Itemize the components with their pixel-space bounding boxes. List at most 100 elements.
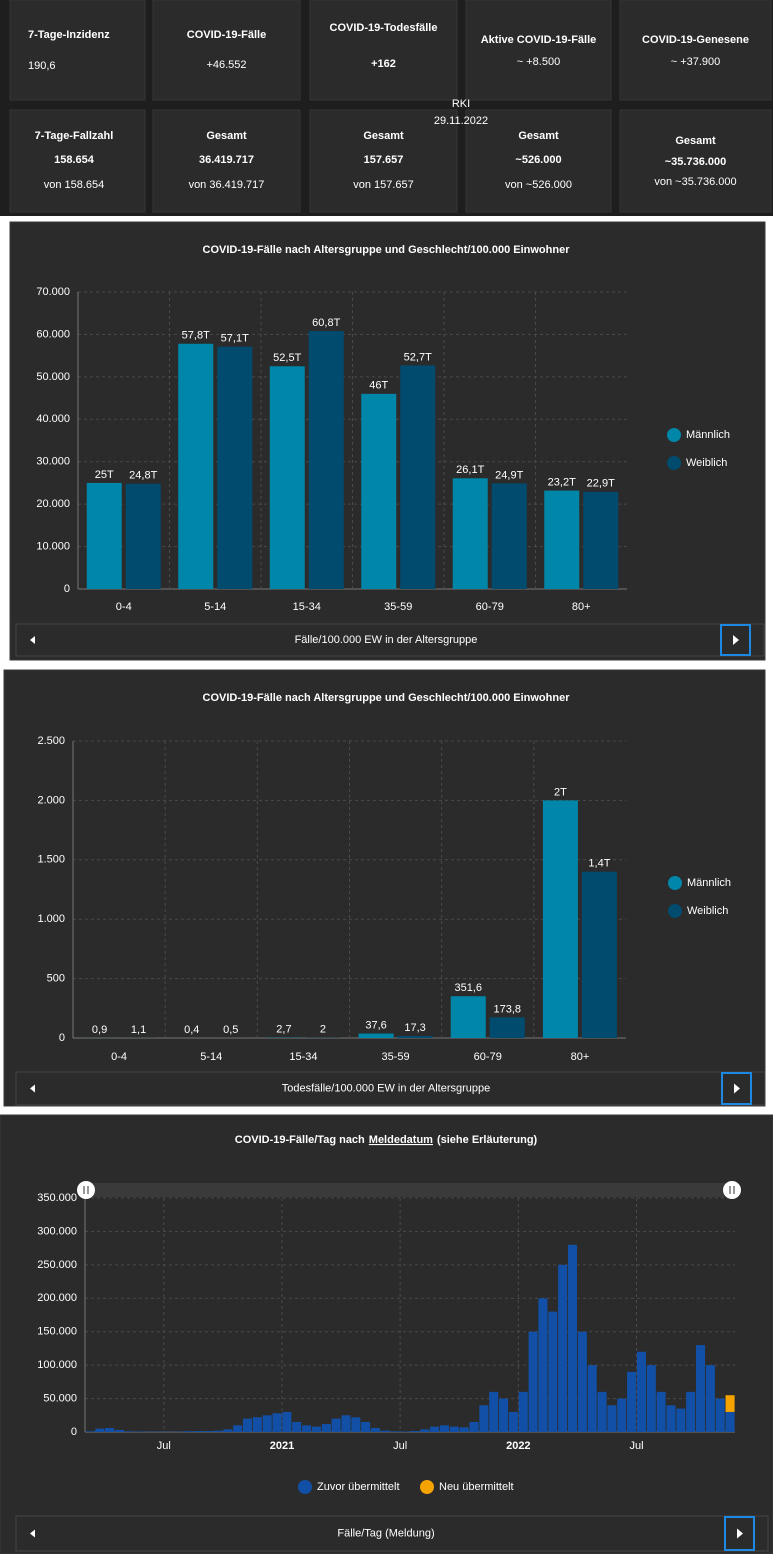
x-tick-label: 35-59 [382,1051,410,1063]
bar-segment [380,1430,390,1432]
y-tick-label: 60.000 [36,328,70,340]
slider-handle[interactable] [77,1181,95,1199]
nav-prev[interactable] [30,636,35,644]
value-label: 52,5T [273,352,301,364]
legend-label: Männlich [687,877,731,889]
bar-segment [577,1331,587,1432]
slider-grip [729,1186,735,1194]
value-label: 173,8 [493,1003,521,1015]
kpi-card [9,0,146,101]
nav-next-button[interactable] [720,624,751,656]
bar-segment [567,1244,578,1432]
y-tick-label: 1.500 [37,854,65,866]
kpi-label: Gesamt [518,130,559,142]
bar-segment [311,1426,321,1432]
value-label: 2 [320,1024,326,1036]
y-tick-label: 1.000 [37,913,65,925]
chart-title: COVID-19-Fälle nach Altersgruppe und Ges… [203,244,571,256]
kpi-card [309,0,458,101]
value-label: 2,7 [276,1024,291,1036]
bar-segment [636,1351,646,1432]
value-label: 0,5 [223,1024,238,1036]
nav-next[interactable] [737,1528,743,1539]
bar-segment [627,1371,637,1432]
x-tick-label: 60-79 [476,601,504,613]
bar-segment [676,1408,686,1432]
kpi-card [309,109,458,213]
bar-segment [656,1391,666,1432]
x-tick-label: 5-14 [204,601,226,613]
bar [86,482,122,589]
nav-next[interactable] [733,635,739,645]
kpi-card [465,0,612,101]
value-label: 22,9T [587,478,615,490]
value-label: 57,8T [182,330,210,342]
chart-title-text: (siehe Erläuterung) [437,1134,538,1146]
bar-segment [696,1345,706,1432]
y-tick-label: 0 [71,1426,77,1438]
value-label: 52,7T [404,351,432,363]
nav-next-button[interactable] [724,1516,755,1551]
nav-prev[interactable] [30,1529,35,1538]
value-label: 351,6 [454,982,482,994]
value-label: 2T [554,786,567,798]
bar-segment [95,1428,105,1432]
kpi-label: Aktive COVID-19-Fälle [481,34,597,46]
nav-bar [15,1515,769,1552]
bar-segment [302,1425,312,1432]
chart-title-text: COVID-19-Fälle/Tag nach [235,1134,365,1146]
bar [217,346,253,589]
slider-grip [83,1186,89,1194]
y-tick-label: 500 [47,973,65,985]
bar-segment [351,1417,361,1432]
x-tick-label: 5-14 [200,1051,222,1063]
legend-label: Neu übermittelt [439,1481,514,1493]
bar-segment [459,1427,469,1432]
kpi-card [152,109,301,213]
kpi-label: 7-Tage-Inzidenz [28,29,110,41]
kpi-card [619,109,772,213]
bar-segment [528,1331,538,1432]
bar [400,365,436,589]
legend-label: Männlich [686,429,730,441]
bar-segment [193,1430,203,1432]
bar [489,1017,525,1038]
chart-title-link[interactable]: Meldedatum [369,1134,433,1146]
bar [397,1035,433,1038]
date: 29.11.2022 [434,115,488,127]
y-tick-label: 10.000 [36,540,70,552]
nav-next-button[interactable] [721,1072,752,1105]
x-tick-label: 2021 [270,1440,294,1452]
bar [361,393,397,589]
value-label: 0,4 [184,1024,199,1036]
legend-marker [298,1480,312,1494]
nav-caption: Fälle/100.000 EW in der Altersgruppe [295,634,478,646]
value-label: 26,1T [456,464,484,476]
x-tick-label: 15-34 [293,601,321,613]
kpi-card [152,0,301,101]
bar-segment [223,1429,233,1432]
bar [452,478,488,589]
bar-segment [469,1421,479,1432]
kpi-value: 36.419.717 [199,154,254,166]
slider-handle[interactable] [723,1181,741,1199]
bar-segment [479,1405,489,1432]
chart-title: COVID-19-Fälle nach Altersgruppe und Ges… [203,692,571,704]
kpi-sub: von 157.657 [353,179,414,191]
y-tick-label: 20.000 [36,498,70,510]
kpi-value: ~ +8.500 [517,56,560,68]
value-label: 57,1T [221,333,249,345]
bar [308,331,344,589]
value-label: 24,8T [129,470,157,482]
bar-segment [410,1430,420,1432]
nav-prev[interactable] [30,1084,35,1093]
bar-segment [558,1264,568,1432]
kpi-value: +46.552 [206,59,246,71]
kpi-value: ~526.000 [515,154,561,166]
nav-next[interactable] [734,1083,740,1094]
y-tick-label: 100.000 [37,1359,77,1371]
x-tick-label: 0-4 [111,1051,127,1063]
y-tick-label: 250.000 [37,1259,77,1271]
bar-segment [272,1413,282,1432]
